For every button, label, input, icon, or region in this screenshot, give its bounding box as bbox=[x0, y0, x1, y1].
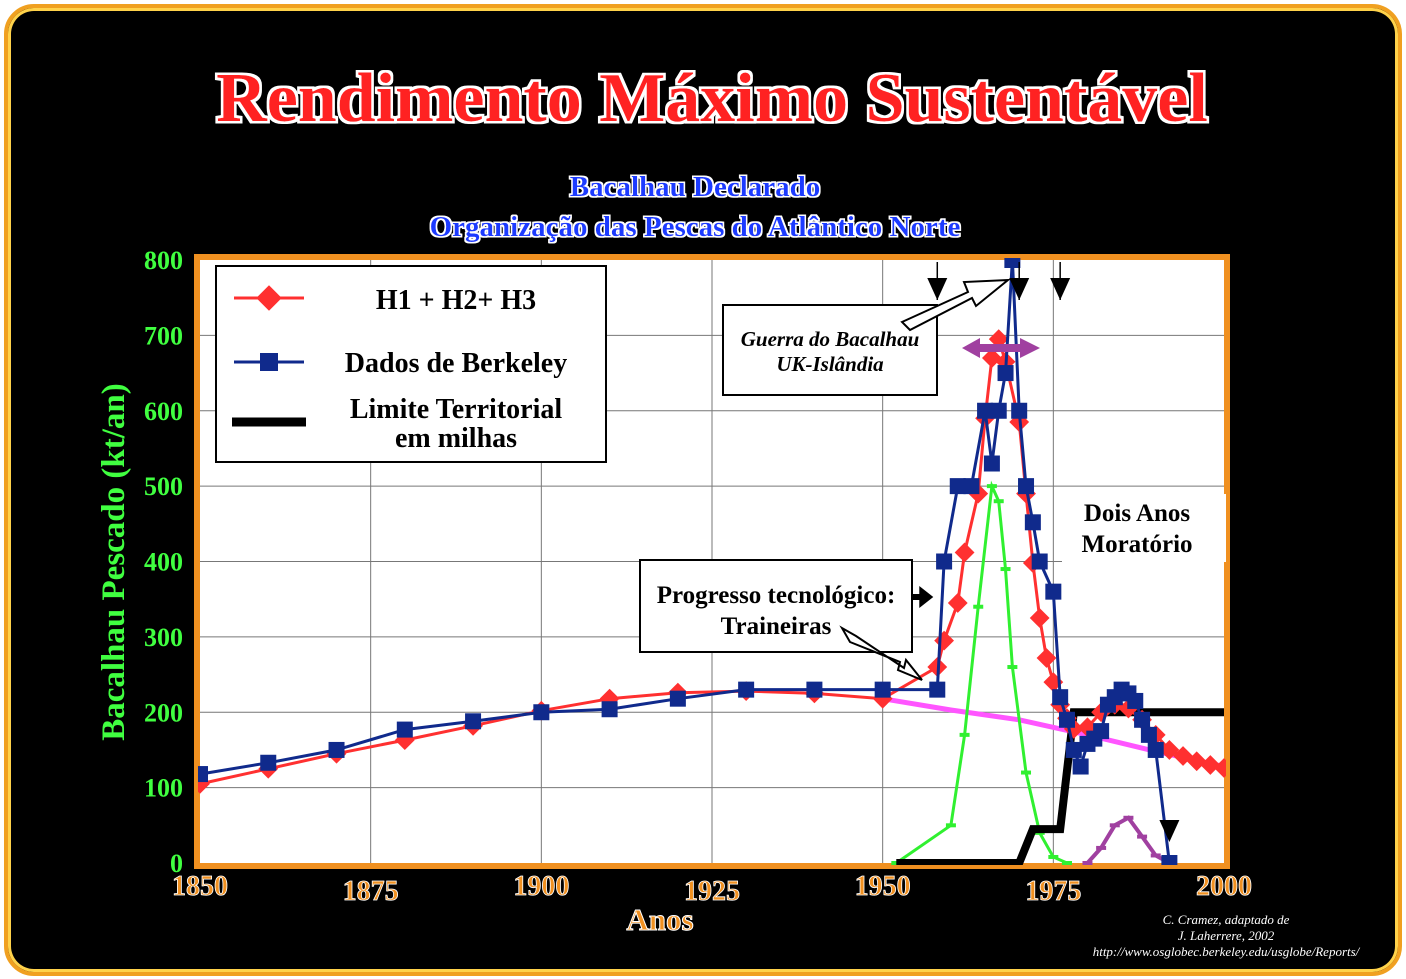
y-tick-labels: 0 100 200 300 400 500 600 700 800 bbox=[144, 246, 183, 878]
series-berkeley-point bbox=[1052, 689, 1069, 706]
series-berkeley-point bbox=[977, 402, 994, 419]
annotation-tech-line2: Traineiras bbox=[721, 613, 832, 640]
y-axis-label: Bacalhau Pescado (kt/an) bbox=[96, 383, 132, 741]
y-tick-label: 800 bbox=[144, 246, 183, 275]
series-berkeley-point bbox=[1004, 258, 1021, 268]
x-tick-label: 1900 bbox=[513, 871, 569, 902]
event-marker bbox=[1050, 278, 1071, 300]
series-h-point bbox=[1200, 755, 1221, 775]
x-tick-label: 1850 bbox=[172, 871, 228, 902]
cod-war-range-arrow bbox=[962, 338, 1040, 358]
series-green-line bbox=[895, 480, 1068, 865]
series-berkeley-point bbox=[1031, 553, 1048, 570]
series-berkeley-point bbox=[1058, 711, 1075, 728]
series-berkeley-point bbox=[1127, 692, 1144, 709]
chart-subtitle-line2: Organização das Pescas do Atlântico Nort… bbox=[430, 211, 961, 243]
cod-war-arrow bbox=[900, 278, 1011, 332]
annotation-cod-war-line1: Guerra do Bacalhau bbox=[741, 327, 920, 351]
legend-berkeley-label: Dados de Berkeley bbox=[345, 348, 567, 379]
event-marker bbox=[1159, 820, 1180, 842]
credit-line3: http://www.osglobec.berkeley.edu/usglobe… bbox=[1093, 944, 1361, 959]
series-h-point bbox=[954, 542, 975, 563]
event-marker bbox=[1009, 278, 1030, 300]
y-tick-label: 500 bbox=[144, 472, 183, 501]
series-berkeley-point bbox=[997, 365, 1014, 382]
series-h-point bbox=[1029, 608, 1050, 628]
series-berkeley-point bbox=[1018, 478, 1035, 495]
series-berkeley-point bbox=[929, 681, 946, 698]
annotation-cod-war: Guerra do Bacalhau UK-Islândia bbox=[722, 278, 1040, 396]
series-berkeley-point bbox=[1093, 723, 1110, 740]
y-tick-label: 300 bbox=[144, 623, 183, 652]
series-berkeley-point bbox=[983, 455, 1000, 472]
y-tick-label: 700 bbox=[144, 321, 183, 350]
tech-progress-arrow bbox=[839, 625, 923, 681]
x-tick-labels: 1850 1875 1900 1925 1950 1975 2000 bbox=[172, 871, 1253, 908]
legend: H1 + H2+ H3 Dados de Berkeley Limite Ter… bbox=[215, 265, 607, 463]
series-berkeley-point bbox=[806, 681, 823, 698]
credit-line2: J. Laherrere, 2002 bbox=[1178, 928, 1275, 943]
series-berkeley-point bbox=[601, 701, 618, 718]
annotation-moratorium-line1: Dois Anos bbox=[1084, 500, 1191, 527]
y-tick-label: 600 bbox=[144, 397, 183, 426]
series-berkeley-point bbox=[328, 741, 345, 758]
legend-territorial-label-line1: Limite Territorial bbox=[350, 394, 563, 425]
series-berkeley-point bbox=[465, 713, 482, 730]
series-berkeley-point bbox=[1072, 758, 1089, 775]
series-berkeley-point bbox=[198, 766, 208, 783]
annotation-moratorium: Dois Anos Moratório bbox=[1062, 494, 1226, 562]
series-berkeley-point bbox=[963, 478, 980, 495]
series-h-point bbox=[947, 593, 968, 613]
y-tick-label: 400 bbox=[144, 548, 183, 577]
series-berkeley-point bbox=[533, 704, 550, 721]
credit-line1: C. Cramez, adaptado de bbox=[1163, 912, 1290, 927]
x-tick-label: 1925 bbox=[684, 876, 740, 907]
annotation-tech-progress: Progresso tecnológico: Traineiras bbox=[639, 559, 923, 681]
series-berkeley-point bbox=[738, 681, 755, 698]
series-berkeley-point bbox=[1140, 726, 1157, 743]
series-berkeley-point bbox=[669, 690, 686, 707]
annotation-moratorium-line2: Moratório bbox=[1081, 531, 1192, 558]
series-berkeley-point bbox=[1045, 583, 1062, 600]
y-tick-label: 0 bbox=[170, 849, 183, 878]
chart-title: Rendimento Máximo Sustentável bbox=[216, 60, 1208, 137]
series-berkeley-point bbox=[1161, 855, 1178, 865]
legend-h-marker bbox=[256, 285, 282, 311]
series-layer bbox=[198, 258, 1226, 865]
series-berkeley-point bbox=[260, 754, 277, 771]
series-berkeley-point bbox=[1065, 741, 1082, 758]
series-berkeley-point bbox=[990, 402, 1007, 419]
series-h-point bbox=[1036, 648, 1057, 668]
series-berkeley-point bbox=[1147, 741, 1164, 758]
series-berkeley-point bbox=[874, 681, 891, 698]
x-tick-label: 1950 bbox=[855, 871, 911, 902]
tech-progress-pointer bbox=[912, 586, 934, 608]
x-tick-label: 2000 bbox=[1196, 871, 1252, 902]
y-tick-label: 200 bbox=[144, 698, 183, 727]
series-berkeley-point bbox=[949, 478, 966, 495]
legend-h-label: H1 + H2+ H3 bbox=[376, 285, 536, 316]
event-markers bbox=[912, 262, 1180, 842]
legend-berkeley-marker bbox=[260, 353, 278, 371]
annotation-cod-war-line2: UK-Islândia bbox=[776, 352, 883, 376]
series-berkeley-point bbox=[396, 721, 413, 738]
chart-subtitle-line1: Bacalhau Declarado bbox=[570, 171, 821, 203]
series-berkeley-point bbox=[1024, 514, 1041, 531]
legend-territorial-label-line2: em milhas bbox=[395, 423, 517, 454]
series-h-point bbox=[1214, 758, 1226, 778]
x-tick-label: 1875 bbox=[343, 876, 399, 907]
series-berkeley-point bbox=[936, 553, 953, 570]
x-axis-label: Anos bbox=[626, 902, 693, 937]
event-marker bbox=[927, 278, 948, 300]
series-berkeley-point bbox=[1011, 402, 1028, 419]
annotation-tech-line1: Progresso tecnológico: bbox=[657, 582, 896, 609]
x-tick-label: 1975 bbox=[1025, 876, 1081, 907]
y-tick-label: 100 bbox=[144, 774, 183, 803]
series-berkeley-point bbox=[1134, 711, 1151, 728]
